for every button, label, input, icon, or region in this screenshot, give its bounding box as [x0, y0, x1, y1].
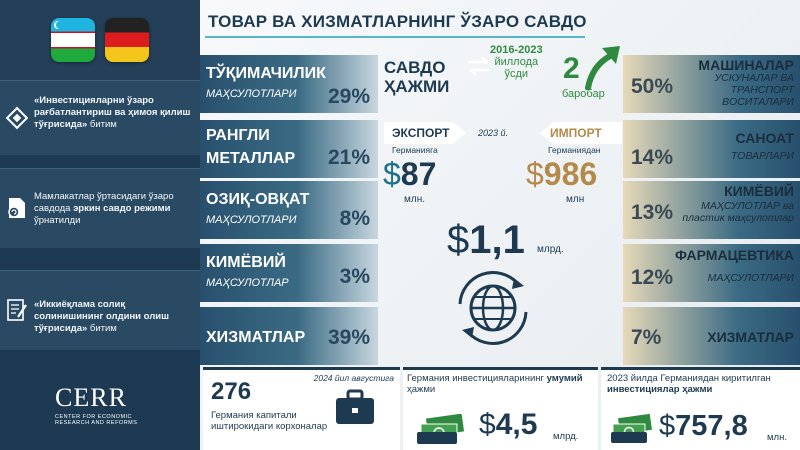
globe-cycle-icon: [458, 271, 528, 345]
investment-total-value: $4,5: [479, 408, 538, 441]
agreement-card-investment: «Инвестицияларни ўзаро рағбатлантириш ва…: [0, 80, 200, 155]
exchange-arrows-icon: [467, 56, 491, 76]
total-trade-unit: млрд.: [537, 244, 564, 255]
investment-total-card: Германия инвестицияларининг умумий ҳажми…: [403, 367, 598, 450]
import-share-industrial: 14% САНОАТ ТОВАРЛАРИ: [623, 120, 800, 178]
companies-desc: Германия капитали иштирокидаги корхоналар: [211, 410, 328, 432]
agreement-card-double-tax: «Иккиёқлама солиқ солинишининг олдини ол…: [0, 270, 200, 350]
export-share-textiles: ТЎҚИМАЧИЛИК МАҲСУЛОТЛАРИ 29%: [200, 55, 378, 113]
share-name: КИМЁВИЙ: [206, 254, 286, 271]
cash-stack-icon: [611, 414, 652, 443]
export-share-food: ОЗИҚ-ОВҚАТ МАҲСУЛОТЛАРИ 8%: [200, 181, 378, 239]
logo-sub: CENTER FOR ECONOMIC RESEARCH AND REFORMS: [55, 414, 138, 426]
share-pct: 29%: [327, 85, 370, 108]
export-sub: Германияга: [392, 145, 438, 155]
import-sub: Германиядан: [548, 145, 601, 155]
companies-card: 276 2024 йил августига Германия капитали…: [203, 367, 400, 450]
investment-2023-card: 2023 йилда Германиядан киритилган инвест…: [601, 367, 800, 450]
cash-stack-icon: [417, 414, 465, 444]
share-name: МЕТАЛЛАР: [206, 150, 296, 167]
agreement-text: «Инвестицияларни ўзаро рағбатлантириш ва…: [34, 95, 191, 130]
agreement-text: «Иккиёқлама солиқ солинишининг олдини ол…: [34, 299, 170, 334]
share-name: МАШИНАЛАР: [698, 57, 794, 73]
export-tag: [384, 122, 466, 144]
total-trade-value: $1,1: [447, 218, 525, 262]
share-pct: 12%: [631, 266, 674, 289]
export-share-metals: РАНГЛИ МЕТАЛЛАР 21%: [200, 120, 378, 178]
share-name: ХИЗМАТЛАР: [707, 329, 794, 345]
agreement-card-free-trade: Мамлакатлар ўртасидаги ўзаро савдода эрк…: [0, 168, 200, 248]
share-sub: УСКУНАЛАР ВА ТРАНСПОРТ ВОСИТАЛАРИ: [714, 72, 794, 108]
export-value: $87: [383, 156, 437, 192]
import-label: ИМПОРТ: [550, 126, 602, 140]
share-pct: 21%: [327, 146, 370, 169]
investment-total-caption: Германия инвестицияларининг умумий ҳажми: [407, 373, 583, 395]
share-sub: ТОВАРЛАРИ: [730, 150, 794, 162]
year-label: 2023 й.: [478, 128, 509, 138]
share-sub: МАҲСУЛОТЛАР: [206, 277, 289, 289]
import-share-pharma: 12% ФАРМАЦЕВТИКА МАҲСУЛОТЛАРИ: [623, 244, 800, 302]
investment-total-unit: млрд.: [553, 431, 579, 442]
share-name: КИМЁВИЙ: [724, 183, 794, 199]
import-tag: [540, 122, 622, 144]
share-pct: 39%: [327, 326, 370, 349]
logo-brand: CERR: [55, 383, 127, 412]
share-sub: МАҲСУЛОТЛАРИ: [206, 88, 297, 100]
title-underline: [205, 36, 585, 38]
export-share-services: ХИЗМАТЛАР 39%: [200, 307, 378, 365]
share-name: САНОАТ: [735, 130, 795, 146]
import-share-machinery: 50% МАШИНАЛАР УСКУНАЛАР ВА ТРАНСПОРТ ВОСИТ…: [623, 55, 800, 113]
diamond-icon: [5, 106, 29, 130]
export-share-chemicals: КИМЁВИЙ МАҲСУЛОТЛАР 3%: [200, 244, 378, 302]
import-share-chemicals: 13% КИМЁВИЙ МАҲСУЛОТЛАР ва пластик маҳсул…: [623, 181, 800, 239]
companies-value: 276: [211, 378, 252, 405]
investment-2023-value: $757,8: [659, 410, 748, 442]
document-pen-icon: [7, 299, 27, 321]
growth-unit: баробар: [562, 88, 605, 100]
growth-value: 2: [563, 52, 580, 85]
uzbekistan-flag-icon: [51, 18, 95, 62]
import-value: $986: [526, 156, 598, 192]
briefcase-icon: [336, 389, 374, 424]
growth-period: 2016-2023 йиллода ўсди: [490, 44, 543, 80]
germany-flag-icon: [105, 18, 149, 62]
export-label: ЭКСПОРТ: [392, 126, 450, 140]
share-pct: 8%: [339, 207, 370, 230]
share-name: ТЎҚИМАЧИЛИК: [206, 65, 326, 82]
investment-2023-unit: млн.: [767, 432, 787, 443]
cerr-logo: CERR CENTER FOR ECONOMIC RESEARCH AND REF…: [55, 383, 155, 433]
page-title: ТОВАР ВА ХИЗМАТЛАРНИНГ ЎЗАРО САВДО: [208, 12, 587, 31]
investment-2023-caption: 2023 йилда Германиядан киритилган инвест…: [607, 373, 771, 395]
share-sub: МАҲСУЛОТЛАРИ: [206, 214, 297, 226]
share-name: РАНГЛИ: [206, 127, 270, 144]
share-sub: МАҲСУЛОТЛАР ва пластик маҳсулотлар: [682, 200, 794, 224]
export-unit: млн.: [404, 194, 426, 205]
share-pct: 3%: [339, 265, 370, 288]
share-sub: МАҲСУЛОТЛАРИ: [707, 272, 794, 284]
share-name: ОЗИҚ-ОВҚАТ: [206, 191, 310, 208]
companies-date: 2024 йил августига: [313, 373, 394, 383]
share-pct: 14%: [631, 146, 674, 169]
agreement-text: Мамлакатлар ўртасидаги ўзаро савдода эрк…: [34, 191, 174, 226]
share-pct: 7%: [631, 326, 662, 349]
flags-panel: [0, 0, 200, 80]
share-pct: 13%: [631, 201, 674, 224]
trade-volume-label: САВДО ҲАЖМИ: [384, 58, 450, 96]
left-sidebar: «Инвестицияларни ўзаро рағбатлантириш ва…: [0, 0, 200, 450]
import-share-services: 7% ХИЗМАТЛАР: [623, 307, 800, 365]
share-pct: 50%: [631, 75, 674, 98]
share-name: ФАРМАЦЕВТИКА: [674, 247, 794, 263]
document-refresh-icon: [8, 198, 25, 218]
share-name: ХИЗМАТЛАР: [206, 329, 306, 346]
import-unit: млн: [566, 194, 585, 205]
growth-arrow-icon: [585, 46, 620, 90]
